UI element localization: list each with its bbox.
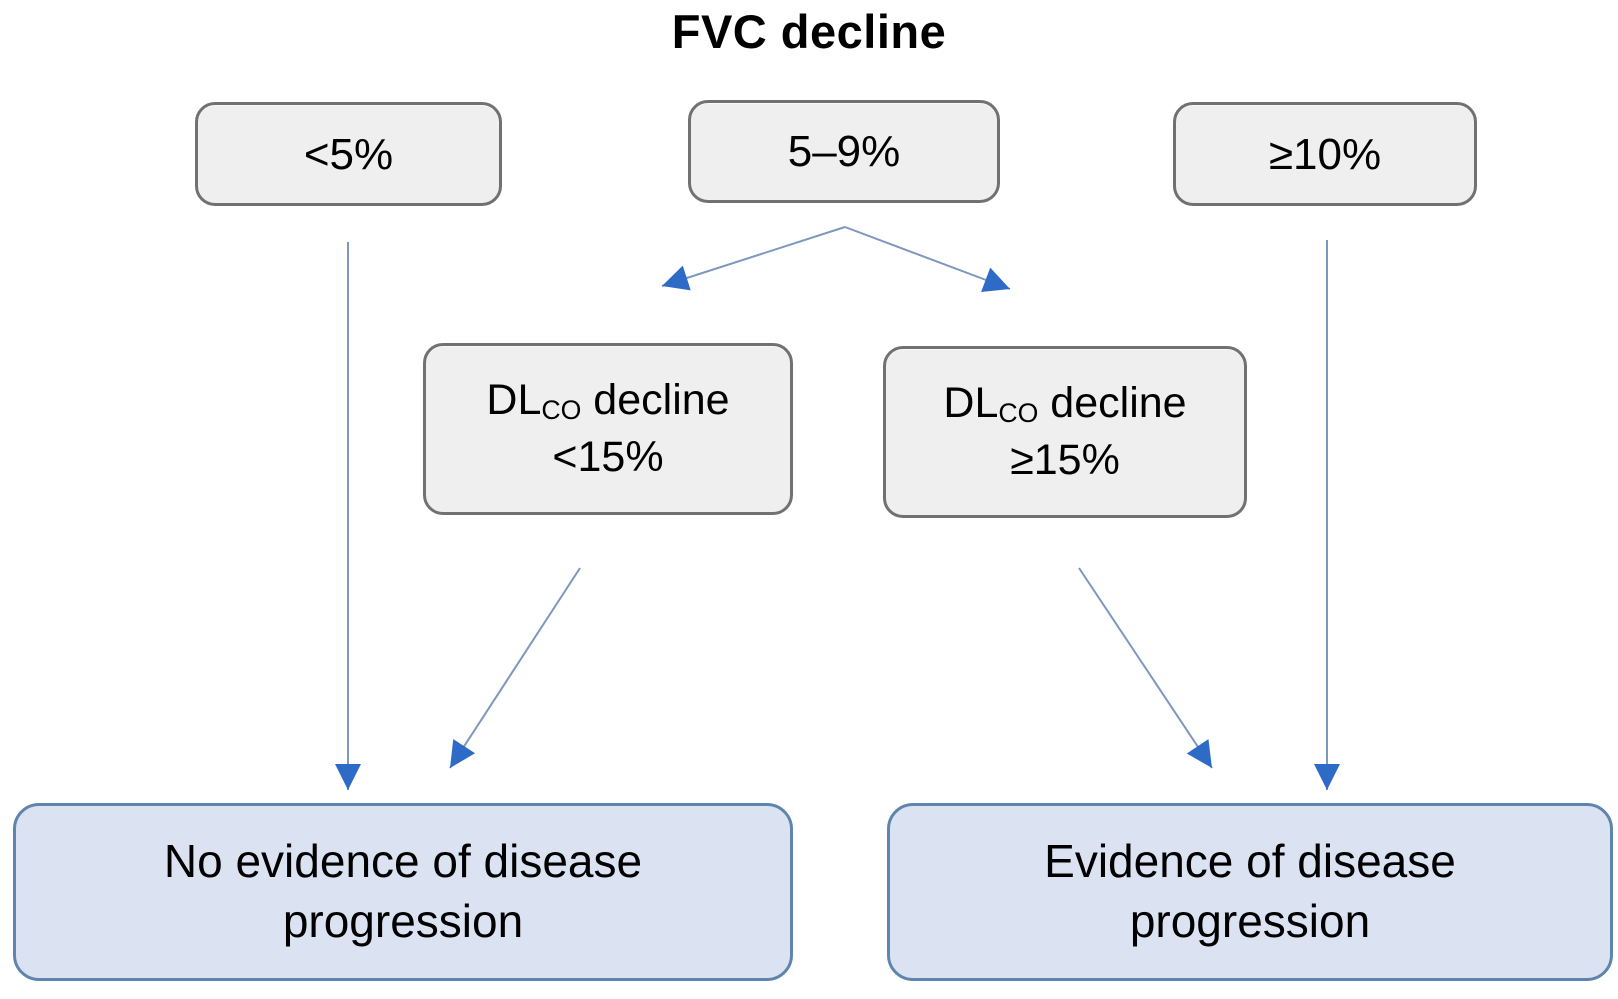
node-label: ≥10% [1268, 129, 1382, 179]
node-fvc-decline-5to9: 5–9% [688, 100, 1000, 203]
node-label: No evidence of disease progression [163, 835, 643, 947]
node-label-line2: ≥15% [1010, 436, 1120, 484]
dlco-rest: decline [581, 376, 730, 425]
dlco-abbrev: DL [943, 379, 999, 428]
node-label: 5–9% [787, 127, 901, 176]
node-label-line2: <15% [552, 433, 664, 481]
chart-title: FVC decline [671, 5, 947, 58]
node-fvc-decline-lt5: <5% [195, 102, 502, 206]
node-label: DLCO decline [486, 372, 729, 429]
edge-fvc-5to9-to-dlco-lt15 [661, 226, 846, 291]
dlco-abbrev: DL [486, 376, 542, 425]
dlco-subscript: CO [541, 395, 582, 426]
dlco-subscript: CO [998, 398, 1039, 429]
node-dlco-decline-ge15: DLCO decline ≥15% [883, 346, 1247, 518]
edge-fvc-5to9-to-dlco-ge15 [844, 226, 1011, 293]
node-dlco-decline-lt15: DLCO decline <15% [423, 343, 793, 515]
node-label: Evidence of disease progression [1044, 835, 1456, 947]
node-label: DLCO decline [943, 375, 1186, 432]
node-label: <5% [303, 129, 394, 179]
edge-dlco-ge15-to-progression [1078, 567, 1213, 769]
dlco-rest: decline [1038, 379, 1187, 428]
edge-dlco-lt15-to-no-progression [449, 567, 581, 769]
node-no-evidence-progression: No evidence of disease progression [13, 803, 793, 981]
node-evidence-progression: Evidence of disease progression [887, 803, 1613, 981]
node-fvc-decline-ge10: ≥10% [1173, 102, 1477, 206]
